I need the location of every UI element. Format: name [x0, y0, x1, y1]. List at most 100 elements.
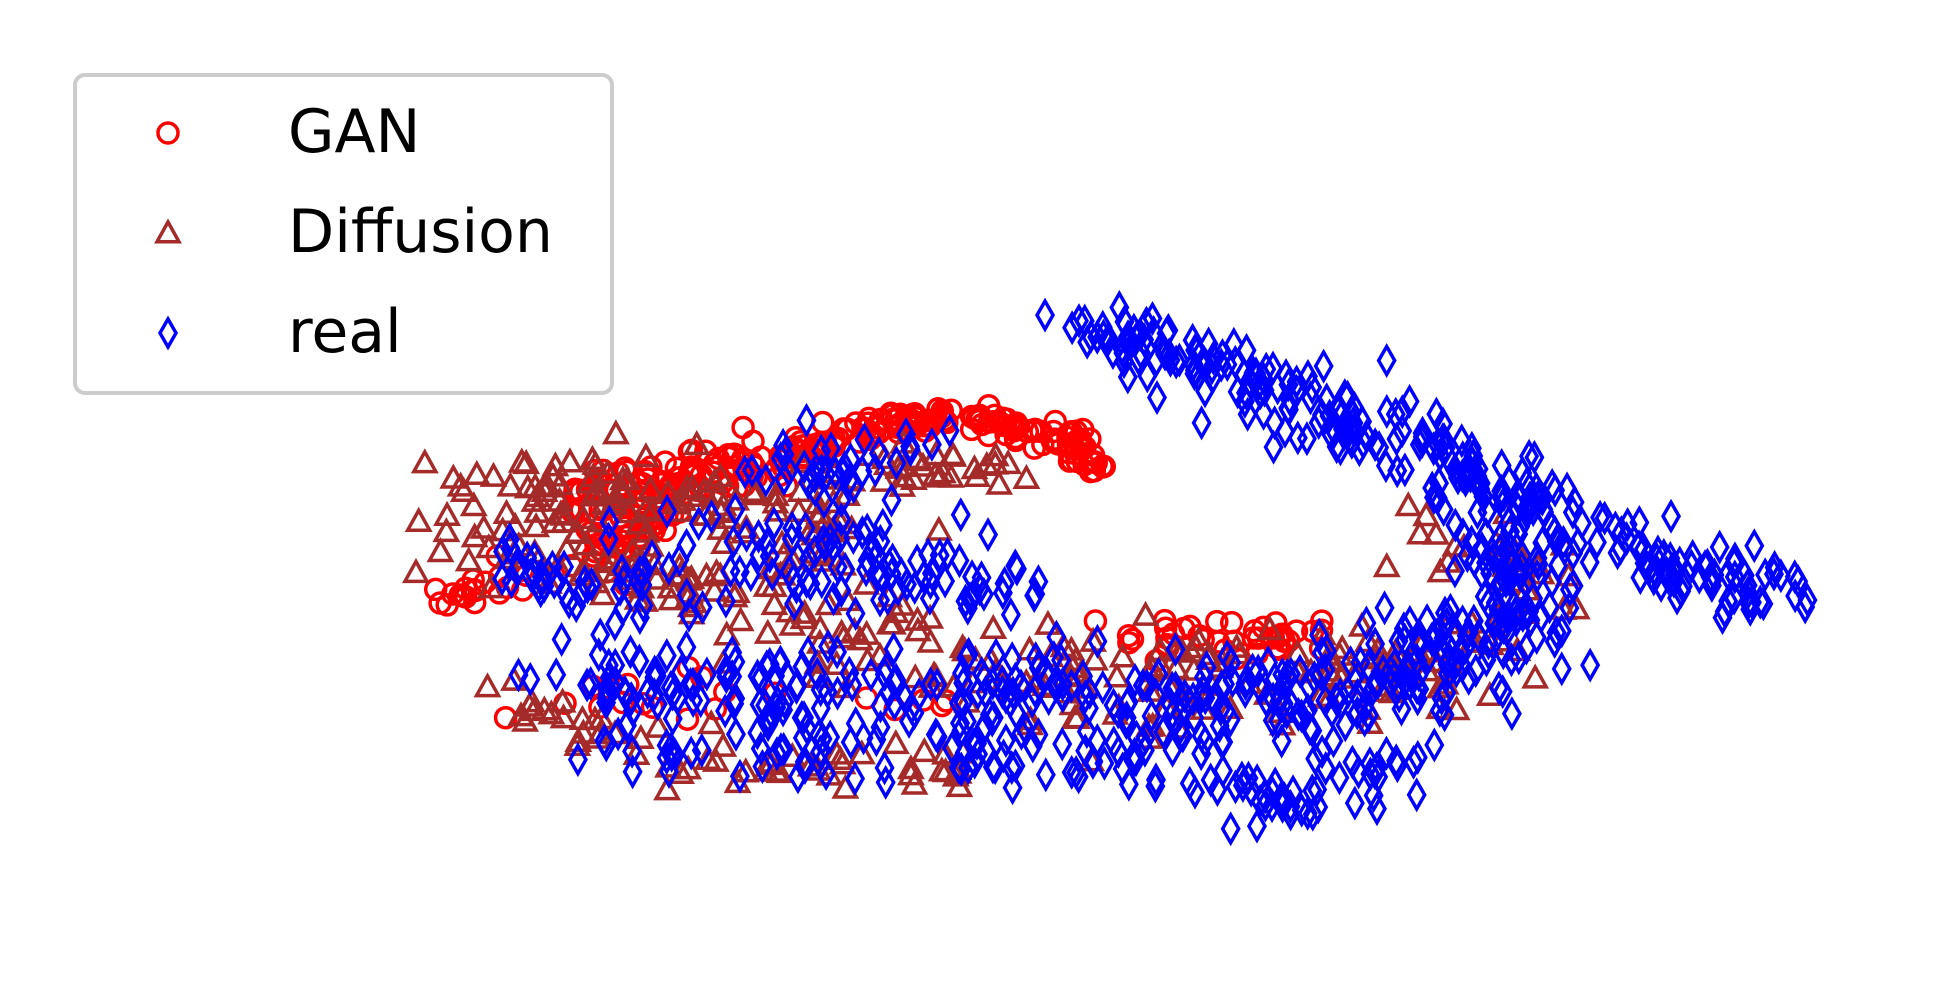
real-point [1564, 484, 1585, 520]
real-point [749, 537, 770, 573]
real-point [1125, 662, 1146, 698]
diffusion-point [814, 590, 843, 616]
real-point [937, 536, 958, 572]
real-point [963, 727, 984, 763]
real-point [620, 634, 641, 670]
diffusion-point [937, 462, 965, 488]
real-point [1198, 326, 1219, 362]
diffusion-point [985, 469, 1014, 495]
real-point [1262, 702, 1283, 739]
real-point [1450, 633, 1471, 669]
real-point [1661, 498, 1682, 534]
real-point [542, 549, 563, 585]
diffusion-point [714, 503, 743, 530]
real-point [1313, 348, 1334, 384]
real-point [1551, 651, 1572, 687]
real-point [1108, 694, 1129, 730]
real-point [1340, 645, 1361, 681]
real-point [1005, 548, 1026, 584]
real-point [870, 523, 891, 559]
real-point [831, 573, 852, 609]
real-point [1497, 612, 1518, 648]
diffusion-point [613, 464, 642, 491]
real-point [605, 647, 626, 683]
real-point [1191, 405, 1212, 441]
real-point [1134, 732, 1155, 768]
real-point [1409, 427, 1430, 463]
real-point [950, 705, 971, 741]
real-point [795, 510, 816, 546]
real-point [1714, 593, 1735, 629]
real-point [661, 737, 682, 773]
real-point [1061, 754, 1082, 790]
real-point [720, 553, 741, 589]
real-point [1724, 541, 1745, 577]
real-point [656, 638, 677, 674]
real-point [747, 715, 768, 751]
real-point [1539, 589, 1560, 625]
diffusion-point [806, 614, 835, 640]
diffusion-point [875, 609, 904, 635]
diffusion-point [693, 744, 722, 771]
real-point [1434, 636, 1455, 672]
real-point [1476, 516, 1497, 553]
real-point [1237, 396, 1258, 432]
real-point [820, 522, 841, 558]
real-point [823, 581, 844, 617]
real-point [644, 654, 665, 690]
real-point [629, 554, 650, 590]
real-point [1311, 397, 1332, 433]
real-point [581, 566, 602, 602]
real-point [1498, 505, 1519, 541]
gan-point [614, 459, 639, 484]
real-point [1203, 340, 1224, 376]
real-point [1412, 419, 1433, 455]
gan-point [717, 443, 742, 468]
diffusion-point [822, 649, 851, 676]
real-point [1221, 645, 1242, 681]
gan-point [1120, 627, 1145, 651]
real-point [567, 742, 588, 778]
real-point [1737, 567, 1758, 603]
real-point [622, 733, 643, 769]
real-point [971, 560, 992, 596]
diffusion-point [692, 561, 721, 587]
real-point [792, 720, 813, 756]
real-point [891, 556, 912, 592]
real-point [1118, 684, 1139, 720]
real-point [773, 427, 794, 463]
real-point [1179, 684, 1200, 720]
diffusion-point [1363, 635, 1392, 661]
real-point [1329, 760, 1350, 796]
real-point [1784, 559, 1805, 595]
gan-point [1277, 629, 1301, 653]
real-point [678, 597, 699, 633]
real-point [1431, 680, 1452, 716]
diffusion-point [739, 480, 768, 506]
diffusion-point [674, 754, 703, 780]
real-point [845, 595, 866, 631]
gan-point [810, 410, 835, 435]
diffusion-point [916, 603, 945, 629]
real-point [524, 540, 545, 576]
real-point [1445, 507, 1466, 543]
real-point [852, 515, 873, 551]
diffusion-point [762, 496, 791, 522]
real-point [590, 617, 611, 653]
real-point [725, 681, 746, 717]
diffusion-point [578, 481, 607, 507]
real-point [762, 556, 783, 592]
real-point [701, 499, 722, 535]
diffusion-point [784, 496, 813, 522]
real-point [919, 580, 940, 616]
real-point [1258, 644, 1279, 681]
diffusion-point [537, 699, 566, 725]
real-point [1409, 671, 1430, 707]
real-point [792, 700, 813, 736]
real-point [1544, 514, 1565, 550]
diffusion-point [1012, 463, 1041, 490]
gan-point [854, 417, 878, 441]
real-point [551, 621, 572, 657]
gan-point [675, 707, 700, 731]
real-point [1035, 656, 1056, 692]
